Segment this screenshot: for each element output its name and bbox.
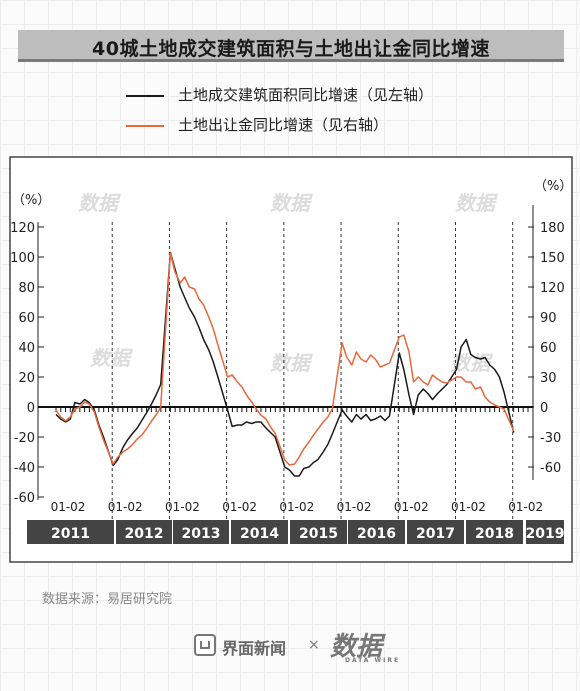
period-tick-label: 01-02 [279, 500, 314, 514]
legend-label-revenue: 土地出让金同比增速（见右轴） [178, 116, 389, 134]
period-tick-label: 01-02 [337, 500, 372, 514]
year-bar-cell [173, 520, 229, 544]
year-label: 2014 [240, 526, 279, 542]
legend-item-revenue: 土地出让金同比增速（见右轴） [126, 114, 388, 135]
watermark-0: 数据 [78, 191, 121, 215]
right-tick-label: 180 [540, 221, 565, 236]
period-tick-label: 01-02 [108, 500, 143, 514]
year-label: 2017 [416, 526, 455, 542]
year-label: 2012 [125, 526, 164, 542]
brand-datawire: 数据 [330, 632, 383, 662]
left-tick-label: -60 [14, 491, 35, 506]
year-label: 2013 [182, 526, 221, 542]
legend-label-area: 土地成交建筑面积同比增速（见左轴） [178, 86, 434, 104]
year-label: 2019 [526, 526, 565, 542]
right-tick-label: 120 [540, 281, 565, 296]
chart-title: 40城土地成交建筑面积与土地出让金同比增速 [92, 38, 490, 60]
times-sign: × [308, 637, 320, 653]
brand-jiemian: 界面新闻 [222, 639, 287, 658]
period-tick-label: 01-02 [394, 500, 429, 514]
right-tick-label: 0 [540, 401, 548, 416]
source-note: 数据来源：易居研究院 [42, 592, 173, 607]
title-bar: 40城土地成交建筑面积与土地出让金同比增速 [18, 30, 564, 62]
left-tick-label: 80 [18, 281, 35, 296]
watermark-2: 数据 [455, 191, 498, 215]
year-bar-cell [27, 520, 114, 544]
period-tick-label: 01-02 [51, 500, 86, 514]
series-line-revenue [55, 252, 515, 466]
chart-frame [9, 156, 573, 563]
period-tick-label: 01-02 [222, 500, 257, 514]
period-tick-label: 01-02 [451, 500, 486, 514]
left-axis-unit: （%） [12, 193, 50, 208]
left-tick-label: 40 [18, 341, 35, 356]
right-tick-label: 90 [540, 311, 557, 326]
series-line-area [55, 251, 515, 477]
legend-swatch-area [126, 94, 164, 97]
year-bar-cell [116, 520, 172, 544]
watermark-4: 数据 [270, 351, 313, 375]
legend-item-area: 土地成交建筑面积同比增速（见左轴） [126, 84, 433, 105]
right-tick-label: 60 [540, 341, 557, 356]
right-tick-label: 30 [540, 371, 557, 386]
left-tick-label: 100 [10, 251, 35, 266]
year-bar-cell [407, 520, 464, 544]
right-tick-label: -30 [540, 431, 561, 446]
year-label: 2011 [51, 526, 90, 542]
year-bar-cell [526, 520, 564, 544]
jiemian-logo-icon [194, 634, 216, 656]
right-tick-label: -60 [540, 461, 561, 476]
left-tick-label: 60 [18, 311, 35, 326]
watermark-1: 数据 [270, 191, 313, 215]
legend-swatch-revenue [126, 124, 164, 127]
period-tick-label: 01-02 [508, 500, 543, 514]
watermark-3: 数据 [90, 346, 133, 370]
year-bar-cell [231, 520, 288, 544]
year-bar-cell [466, 520, 523, 544]
year-bar-cell [290, 520, 347, 544]
year-label: 2016 [357, 526, 396, 542]
left-tick-label: 20 [18, 371, 35, 386]
period-tick-label: 01-02 [165, 500, 200, 514]
left-tick-label: 120 [10, 221, 35, 236]
right-tick-label: 150 [540, 251, 565, 266]
brand-datawire-sub: DATA WIRE [345, 657, 401, 664]
left-tick-label: -40 [14, 461, 35, 476]
year-bar-cell [348, 520, 405, 544]
left-tick-label: 0 [27, 401, 35, 416]
right-axis-unit: （%） [534, 179, 572, 194]
year-label: 2015 [299, 526, 338, 542]
left-tick-label: -20 [14, 431, 35, 446]
year-label: 2018 [475, 526, 514, 542]
